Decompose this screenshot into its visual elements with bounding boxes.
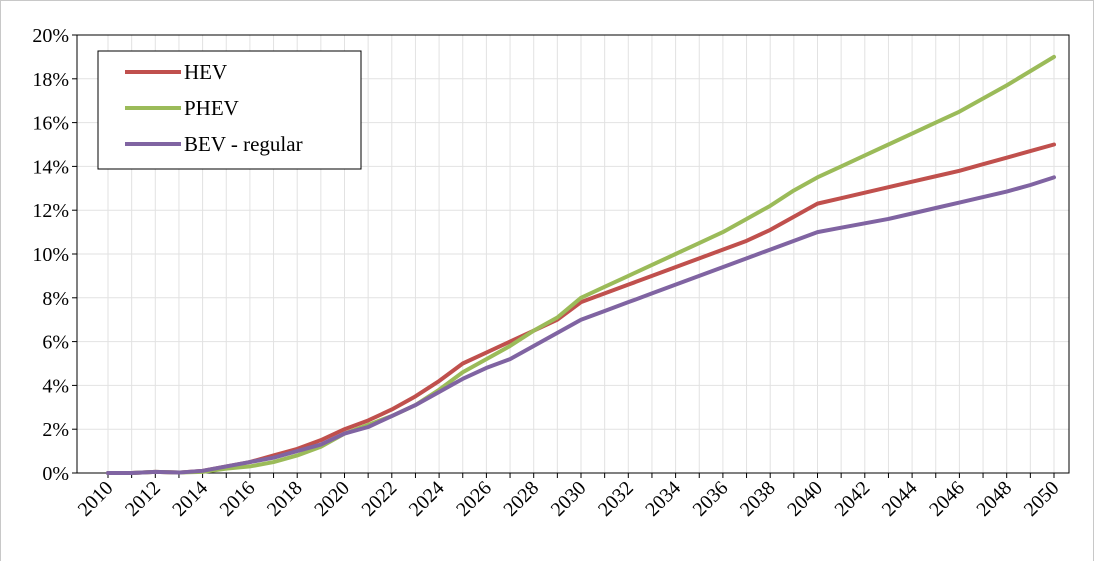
x-tick-label: 2044 (878, 477, 922, 521)
y-tick-label: 2% (42, 419, 69, 441)
x-tick-label: 2010 (74, 477, 118, 521)
x-tick-label: 2018 (263, 477, 307, 521)
y-tick-label: 18% (32, 69, 69, 91)
y-tick-label: 0% (42, 463, 69, 485)
y-tick-label: 14% (32, 156, 69, 178)
legend-label: HEV (184, 60, 227, 84)
x-tick-label: 2038 (736, 477, 780, 521)
x-tick-label: 2040 (783, 477, 827, 521)
x-tick-label: 2036 (689, 477, 733, 521)
x-tick-label: 2020 (310, 477, 354, 521)
series-line-bev-regular (106, 175, 1056, 475)
x-tick-label: 2046 (925, 477, 969, 521)
y-tick-label: 8% (42, 288, 69, 310)
x-tick-label: 2032 (594, 477, 638, 521)
x-tick-label: 2048 (972, 477, 1016, 521)
y-tick-label: 6% (42, 332, 69, 354)
y-axis: 0% 2% 4% 6% 8% 10% 12% 14% 16% 18% 20% (32, 25, 77, 485)
x-tick-label: 2022 (357, 477, 401, 521)
x-tick-label: 2016 (216, 477, 260, 521)
y-tick-label: 10% (32, 244, 69, 266)
x-tick-label: 2012 (121, 477, 165, 521)
legend-label: PHEV (184, 96, 239, 120)
x-tick-label: 2014 (168, 477, 212, 521)
x-tick-label: 2042 (830, 477, 874, 521)
y-tick-label: 20% (32, 25, 69, 47)
legend: HEV PHEV BEV - regular (97, 50, 362, 170)
x-axis: 2010 2012 2014 2016 2018 2020 2022 2024 2026 2028… (74, 473, 1064, 521)
x-tick-label: 2024 (405, 477, 449, 521)
y-tick-label: 4% (42, 375, 69, 397)
y-tick-label: 16% (32, 113, 69, 135)
x-tick-label: 2026 (452, 477, 496, 521)
series-lines (106, 54, 1056, 475)
x-tick-label: 2034 (641, 477, 685, 521)
y-tick-label: 12% (32, 200, 69, 222)
x-tick-label: 2030 (547, 477, 591, 521)
legend-label: BEV - regular (184, 132, 303, 156)
series-line-phev (106, 54, 1056, 475)
x-tick-label: 2050 (1020, 477, 1064, 521)
x-tick-label: 2028 (499, 477, 543, 521)
